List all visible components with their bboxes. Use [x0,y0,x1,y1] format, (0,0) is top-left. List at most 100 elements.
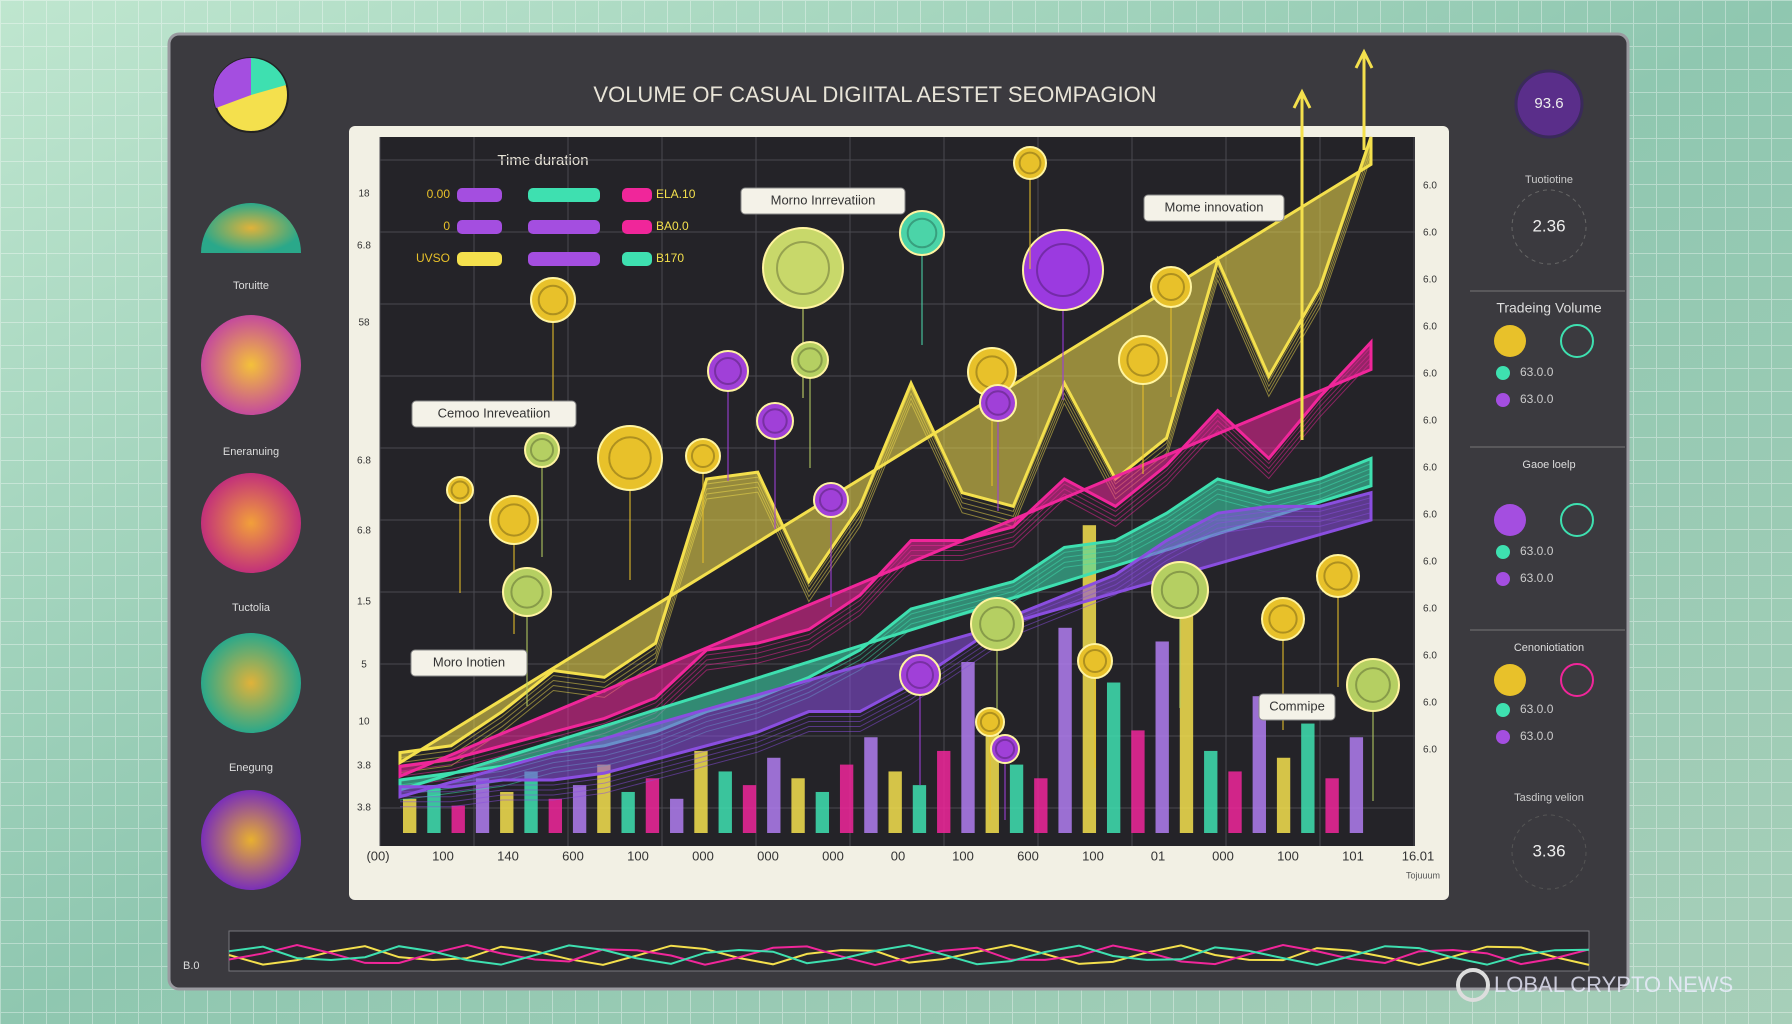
bar [597,764,611,833]
row-dot [1496,393,1510,407]
panel-circle [201,633,301,733]
watermark-logo [1456,968,1490,1002]
coin-face [1160,570,1200,610]
y-tick-label: 6.0 [1423,745,1437,756]
y-tick-label: 6.8 [357,241,371,252]
panel-label: Tuotiotine [1525,174,1573,186]
bar [1325,778,1339,833]
dial-value: 3.36 [1532,841,1565,860]
annotation-box [411,400,577,428]
strip-line [228,944,1590,967]
coin [791,341,829,379]
x-tick-label: 100 [432,848,454,863]
wave-texture [400,512,1372,808]
bar [961,662,975,833]
x-tick-label: 101 [1342,848,1364,863]
legend-label: 0.00 [427,187,451,201]
chart-title: VOLUME OF CASUAL DIGIITAL AESTET SEOMPAG… [593,82,1156,107]
coin [1022,229,1104,311]
bar [815,791,830,833]
coin-face [510,575,544,609]
x-tick-label: 100 [1082,848,1104,863]
y-tick-label: 5 [361,660,367,671]
legend-label: B170 [656,251,684,265]
icon [1494,664,1526,696]
bar [718,771,732,833]
coin-face [529,437,555,463]
coin-face [906,217,938,249]
y-tick-label: 1.5 [357,597,371,608]
bar [839,764,854,833]
legend-label: UVSO [416,251,450,265]
row-value: 63.0.0 [1520,571,1554,585]
coin-face [979,606,1015,642]
icon [1560,324,1594,358]
wave-texture [400,502,1372,798]
y-tick-label: 6.8 [357,526,371,537]
x-tick-label: 000 [757,848,779,863]
legend-swatch [528,220,600,234]
icon [1560,663,1594,697]
x-tick-label: 600 [1017,848,1039,863]
bar [694,750,708,833]
y-tick-label: 58 [358,318,370,329]
panel-label: Toruitte [233,280,269,292]
coin [813,482,849,518]
x-tick-label: 100 [1277,848,1299,863]
bar [937,750,951,833]
y-tick-label: 6.0 [1423,698,1437,709]
strip-line [228,944,1590,967]
coin-face [690,443,716,469]
annotation-box [740,187,906,215]
coin-face [1126,343,1160,377]
legend-swatch [622,252,652,266]
section-title: Cenoniotiation [1514,642,1584,654]
coin [979,384,1017,422]
annotation: Commipe [1269,698,1325,713]
coin-face [985,390,1011,416]
coin-face [979,711,1001,733]
bar [1131,730,1145,833]
wave-texture [399,156,1372,774]
area [398,490,1373,799]
coin [502,567,552,617]
bar [1058,627,1072,833]
panel-circle [201,790,301,890]
legend-label: BA0.0 [656,219,689,233]
y-tick-label: 3.8 [357,761,371,772]
bar [791,778,805,833]
coin-face [1323,561,1353,591]
coin-face [906,661,934,689]
corner-label: Tojuuum [1406,870,1440,880]
x-tick-label: 100 [627,848,649,863]
bar [1155,641,1169,833]
coin-face [537,284,569,316]
bar [864,737,878,833]
y-tick-label: 6.0 [1423,369,1437,380]
wave-texture [399,146,1372,764]
dial [1511,189,1587,265]
icon [1560,503,1594,537]
row-value: 63.0.0 [1520,392,1554,406]
annotation: Morno Inrrevatiion [771,192,876,207]
y-tick-label: 6.0 [1423,651,1437,662]
row-dot [1496,366,1510,380]
panel-label: Tasding velion [1514,792,1584,804]
coin [1013,146,1047,180]
row-value: 63.0.0 [1520,702,1554,716]
bar [1204,750,1218,833]
bar [1252,696,1266,833]
coin [1077,643,1113,679]
bar [548,798,563,833]
bar [403,798,417,833]
annotation: Moro Inotien [433,654,505,669]
dial [1511,814,1587,890]
wave-texture [399,151,1372,769]
bar [1276,757,1291,833]
x-tick-label: (00) [366,848,389,863]
bar [1179,573,1194,833]
x-tick-label: 01 [1151,848,1165,863]
annotation-box [410,649,528,677]
legend-swatch [622,188,652,202]
